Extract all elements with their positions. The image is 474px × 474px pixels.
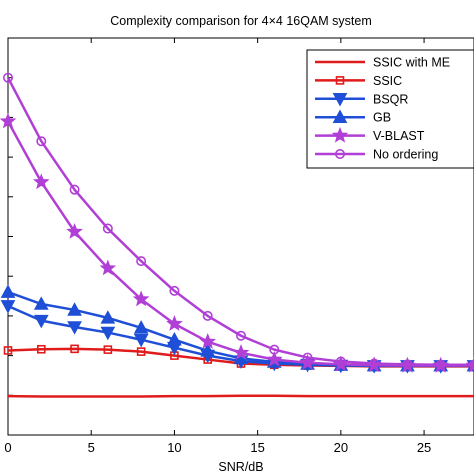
data-point bbox=[99, 259, 117, 276]
data-point bbox=[70, 344, 79, 354]
data-point bbox=[103, 345, 113, 354]
data-point bbox=[200, 343, 216, 357]
legend-box bbox=[306, 49, 474, 169]
data-point bbox=[36, 136, 47, 147]
series-no-ordering bbox=[3, 72, 474, 370]
x-tick-label: 25 bbox=[417, 440, 431, 455]
data-point bbox=[133, 333, 149, 348]
legend-entry: SSIC with ME bbox=[315, 56, 450, 70]
legend-label: SSIC with ME bbox=[373, 56, 450, 70]
x-tick-label: 5 bbox=[88, 440, 95, 455]
data-point bbox=[236, 330, 247, 341]
axis-ticks: 0 5 10 15 20 25 bbox=[4, 38, 431, 455]
data-point bbox=[33, 296, 49, 310]
series-line bbox=[7, 394, 474, 398]
data-point bbox=[0, 300, 16, 314]
x-tick-label: 10 bbox=[167, 440, 181, 455]
data-point bbox=[100, 310, 116, 324]
data-point bbox=[33, 314, 49, 329]
data-point bbox=[69, 184, 80, 195]
data-point bbox=[435, 359, 446, 370]
legend-label: GB bbox=[373, 111, 391, 125]
data-point bbox=[331, 126, 349, 143]
data-point bbox=[100, 326, 116, 341]
data-point bbox=[266, 350, 283, 367]
data-point bbox=[3, 72, 13, 83]
data-point bbox=[167, 332, 182, 346]
legend-label: No ordering bbox=[373, 148, 438, 162]
data-point bbox=[166, 315, 183, 331]
x-axis-label: SNR/dB bbox=[218, 460, 263, 474]
series-line bbox=[6, 77, 474, 366]
data-point bbox=[202, 310, 213, 321]
legend-label: V-BLAST bbox=[373, 129, 425, 143]
legend-entry: BSQR bbox=[315, 92, 408, 107]
legend-entry: GB bbox=[315, 109, 391, 125]
chart-title: Complexity comparison for 4×4 16QAM syst… bbox=[110, 14, 372, 28]
data-point bbox=[67, 302, 82, 316]
data-point bbox=[3, 346, 13, 355]
data-point bbox=[169, 285, 180, 296]
x-tick-label: 15 bbox=[250, 440, 264, 455]
data-point bbox=[32, 173, 50, 190]
data-point bbox=[66, 223, 83, 239]
data-point bbox=[36, 344, 46, 354]
legend-label: BSQR bbox=[373, 92, 408, 106]
data-point bbox=[302, 352, 313, 363]
series-ssic-with-me bbox=[7, 394, 474, 398]
data-point bbox=[133, 320, 149, 334]
data-point bbox=[136, 347, 146, 356]
data-point bbox=[402, 359, 413, 370]
data-point bbox=[67, 321, 82, 335]
data-point bbox=[332, 93, 348, 107]
data-point bbox=[199, 332, 217, 349]
data-point bbox=[132, 290, 150, 307]
data-point bbox=[335, 76, 345, 85]
legend-entry: SSIC bbox=[315, 74, 402, 88]
data-point bbox=[334, 149, 345, 160]
data-point bbox=[332, 109, 348, 123]
data-point bbox=[0, 284, 16, 298]
data-point bbox=[369, 358, 380, 369]
legend: SSIC with ME SSIC BSQR GB V-BLAST No ordering bbox=[306, 49, 474, 169]
series-layer bbox=[0, 72, 474, 398]
data-point bbox=[0, 112, 17, 129]
legend-entry: No ordering bbox=[315, 148, 438, 162]
data-point bbox=[232, 344, 250, 360]
legend-label: SSIC bbox=[373, 74, 402, 88]
legend-entry: V-BLAST bbox=[315, 126, 425, 143]
x-tick-label: 0 bbox=[4, 440, 11, 455]
data-point bbox=[269, 344, 280, 355]
data-point bbox=[102, 223, 113, 234]
data-point bbox=[136, 256, 147, 267]
x-tick-label: 20 bbox=[334, 440, 348, 455]
data-point bbox=[335, 356, 346, 367]
